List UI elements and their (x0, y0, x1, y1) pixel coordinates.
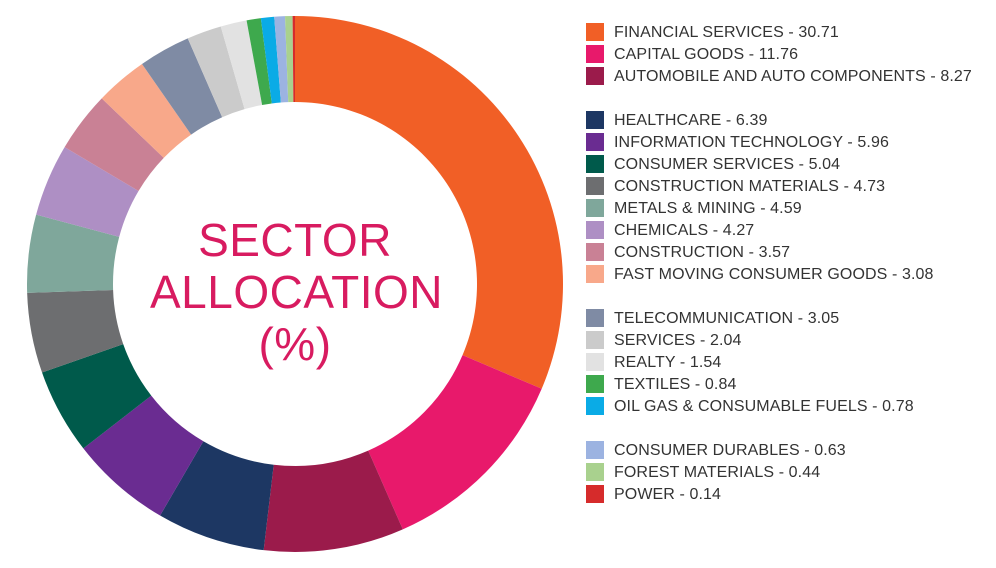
legend-item: POWER - 0.14 (586, 484, 991, 506)
pie-slice-automobile-and-auto-components (263, 450, 403, 552)
legend-swatch (586, 331, 604, 349)
legend-label: CONSTRUCTION - 3.57 (614, 244, 791, 261)
legend-item: FINANCIAL SERVICES - 30.71 (586, 22, 991, 44)
chart-title-line-1: SECTOR (198, 214, 392, 266)
legend-item: TELECOMMUNICATION - 3.05 (586, 308, 991, 330)
legend-swatch (586, 265, 604, 283)
legend-item: SERVICES - 2.04 (586, 330, 991, 352)
pie-slice-fast-moving-consumer-goods (101, 63, 192, 158)
legend-label: CHEMICALS - 4.27 (614, 222, 755, 239)
pie-slice-metals-mining (27, 214, 120, 293)
pie-slice-power (292, 16, 295, 103)
pie-slice-forest-materials (285, 16, 294, 103)
pie-slice-consumer-services (42, 344, 152, 449)
legend-label: INFORMATION TECHNOLOGY - 5.96 (614, 134, 889, 151)
legend-label: CONSUMER DURABLES - 0.63 (614, 442, 846, 459)
pie-slice-textiles (246, 18, 272, 105)
donut-chart: SECTOR ALLOCATION (%) (27, 16, 563, 552)
legend-label: METALS & MINING - 4.59 (614, 200, 802, 217)
legend-label: SERVICES - 2.04 (614, 332, 742, 349)
legend-swatch (586, 111, 604, 129)
legend-label: HEALTHCARE - 6.39 (614, 112, 768, 129)
pie-slice-telecommunication (142, 38, 223, 135)
legend-item: CAPITAL GOODS - 11.76 (586, 44, 991, 66)
pie-slice-construction (64, 98, 164, 192)
pie-slice-capital-goods (368, 355, 542, 530)
chart-title-line-2: ALLOCATION (150, 266, 443, 318)
legend-item: REALTY - 1.54 (586, 352, 991, 374)
legend-swatch (586, 23, 604, 41)
pie-slice-healthcare (160, 441, 274, 551)
legend-item: METALS & MINING - 4.59 (586, 198, 991, 220)
pie-slice-financial-services (295, 16, 563, 389)
legend-label: TELECOMMUNICATION - 3.05 (614, 310, 840, 327)
legend-swatch (586, 375, 604, 393)
legend-swatch (586, 243, 604, 261)
legend-label: TEXTILES - 0.84 (614, 376, 737, 393)
pie-slice-oil-gas-consumable-fuels (260, 16, 281, 104)
legend-label: FOREST MATERIALS - 0.44 (614, 464, 821, 481)
pie-slice-services (187, 26, 245, 118)
legend-item: CHEMICALS - 4.27 (586, 220, 991, 242)
pie-slice-chemicals (36, 147, 139, 237)
legend-swatch (586, 67, 604, 85)
legend-swatch (586, 155, 604, 173)
legend-label: CAPITAL GOODS - 11.76 (614, 46, 799, 63)
pie-slice-construction-materials (27, 289, 124, 373)
legend-item: CONSUMER DURABLES - 0.63 (586, 440, 991, 462)
legend-label: OIL GAS & CONSUMABLE FUELS - 0.78 (614, 398, 914, 415)
legend-label: CONSUMER SERVICES - 5.04 (614, 156, 841, 173)
donut-chart-svg (27, 16, 563, 552)
legend-label: CONSTRUCTION MATERIALS - 4.73 (614, 178, 886, 195)
legend-item: CONSTRUCTION - 3.57 (586, 242, 991, 264)
pie-slice-information-technology (83, 395, 204, 516)
legend-item: AUTOMOBILE AND AUTO COMPONENTS - 8.27 (586, 66, 991, 110)
legend-swatch (586, 133, 604, 151)
legend-label: REALTY - 1.54 (614, 354, 722, 371)
legend-swatch (586, 397, 604, 415)
legend-label: POWER - 0.14 (614, 486, 722, 503)
chart-title-line-3: (%) (258, 318, 332, 370)
legend-swatch (586, 45, 604, 63)
legend-label: AUTOMOBILE AND AUTO COMPONENTS - 8.27 (614, 68, 972, 85)
pie-slice-consumer-durables (274, 16, 289, 103)
legend-item: FOREST MATERIALS - 0.44 (586, 462, 991, 484)
legend-item: OIL GAS & CONSUMABLE FUELS - 0.78 (586, 396, 991, 440)
legend-item: INFORMATION TECHNOLOGY - 5.96 (586, 132, 991, 154)
legend-swatch (586, 441, 604, 459)
legend-swatch (586, 309, 604, 327)
legend-label: FINANCIAL SERVICES - 30.71 (614, 24, 839, 41)
legend-item: CONSTRUCTION MATERIALS - 4.73 (586, 176, 991, 198)
pie-slice-realty (220, 20, 263, 110)
legend-swatch (586, 199, 604, 217)
legend-swatch (586, 221, 604, 239)
legend-item: FAST MOVING CONSUMER GOODS - 3.08 (586, 264, 991, 308)
legend-item: CONSUMER SERVICES - 5.04 (586, 154, 991, 176)
legend-label: FAST MOVING CONSUMER GOODS - 3.08 (614, 266, 934, 283)
legend-item: TEXTILES - 0.84 (586, 374, 991, 396)
legend-swatch (586, 177, 604, 195)
legend-swatch (586, 463, 604, 481)
chart-legend: FINANCIAL SERVICES - 30.71 CAPITAL GOODS … (586, 22, 991, 506)
legend-swatch (586, 353, 604, 371)
legend-swatch (586, 485, 604, 503)
chart-title: SECTOR ALLOCATION (%) (150, 214, 443, 370)
legend-item: HEALTHCARE - 6.39 (586, 110, 991, 132)
